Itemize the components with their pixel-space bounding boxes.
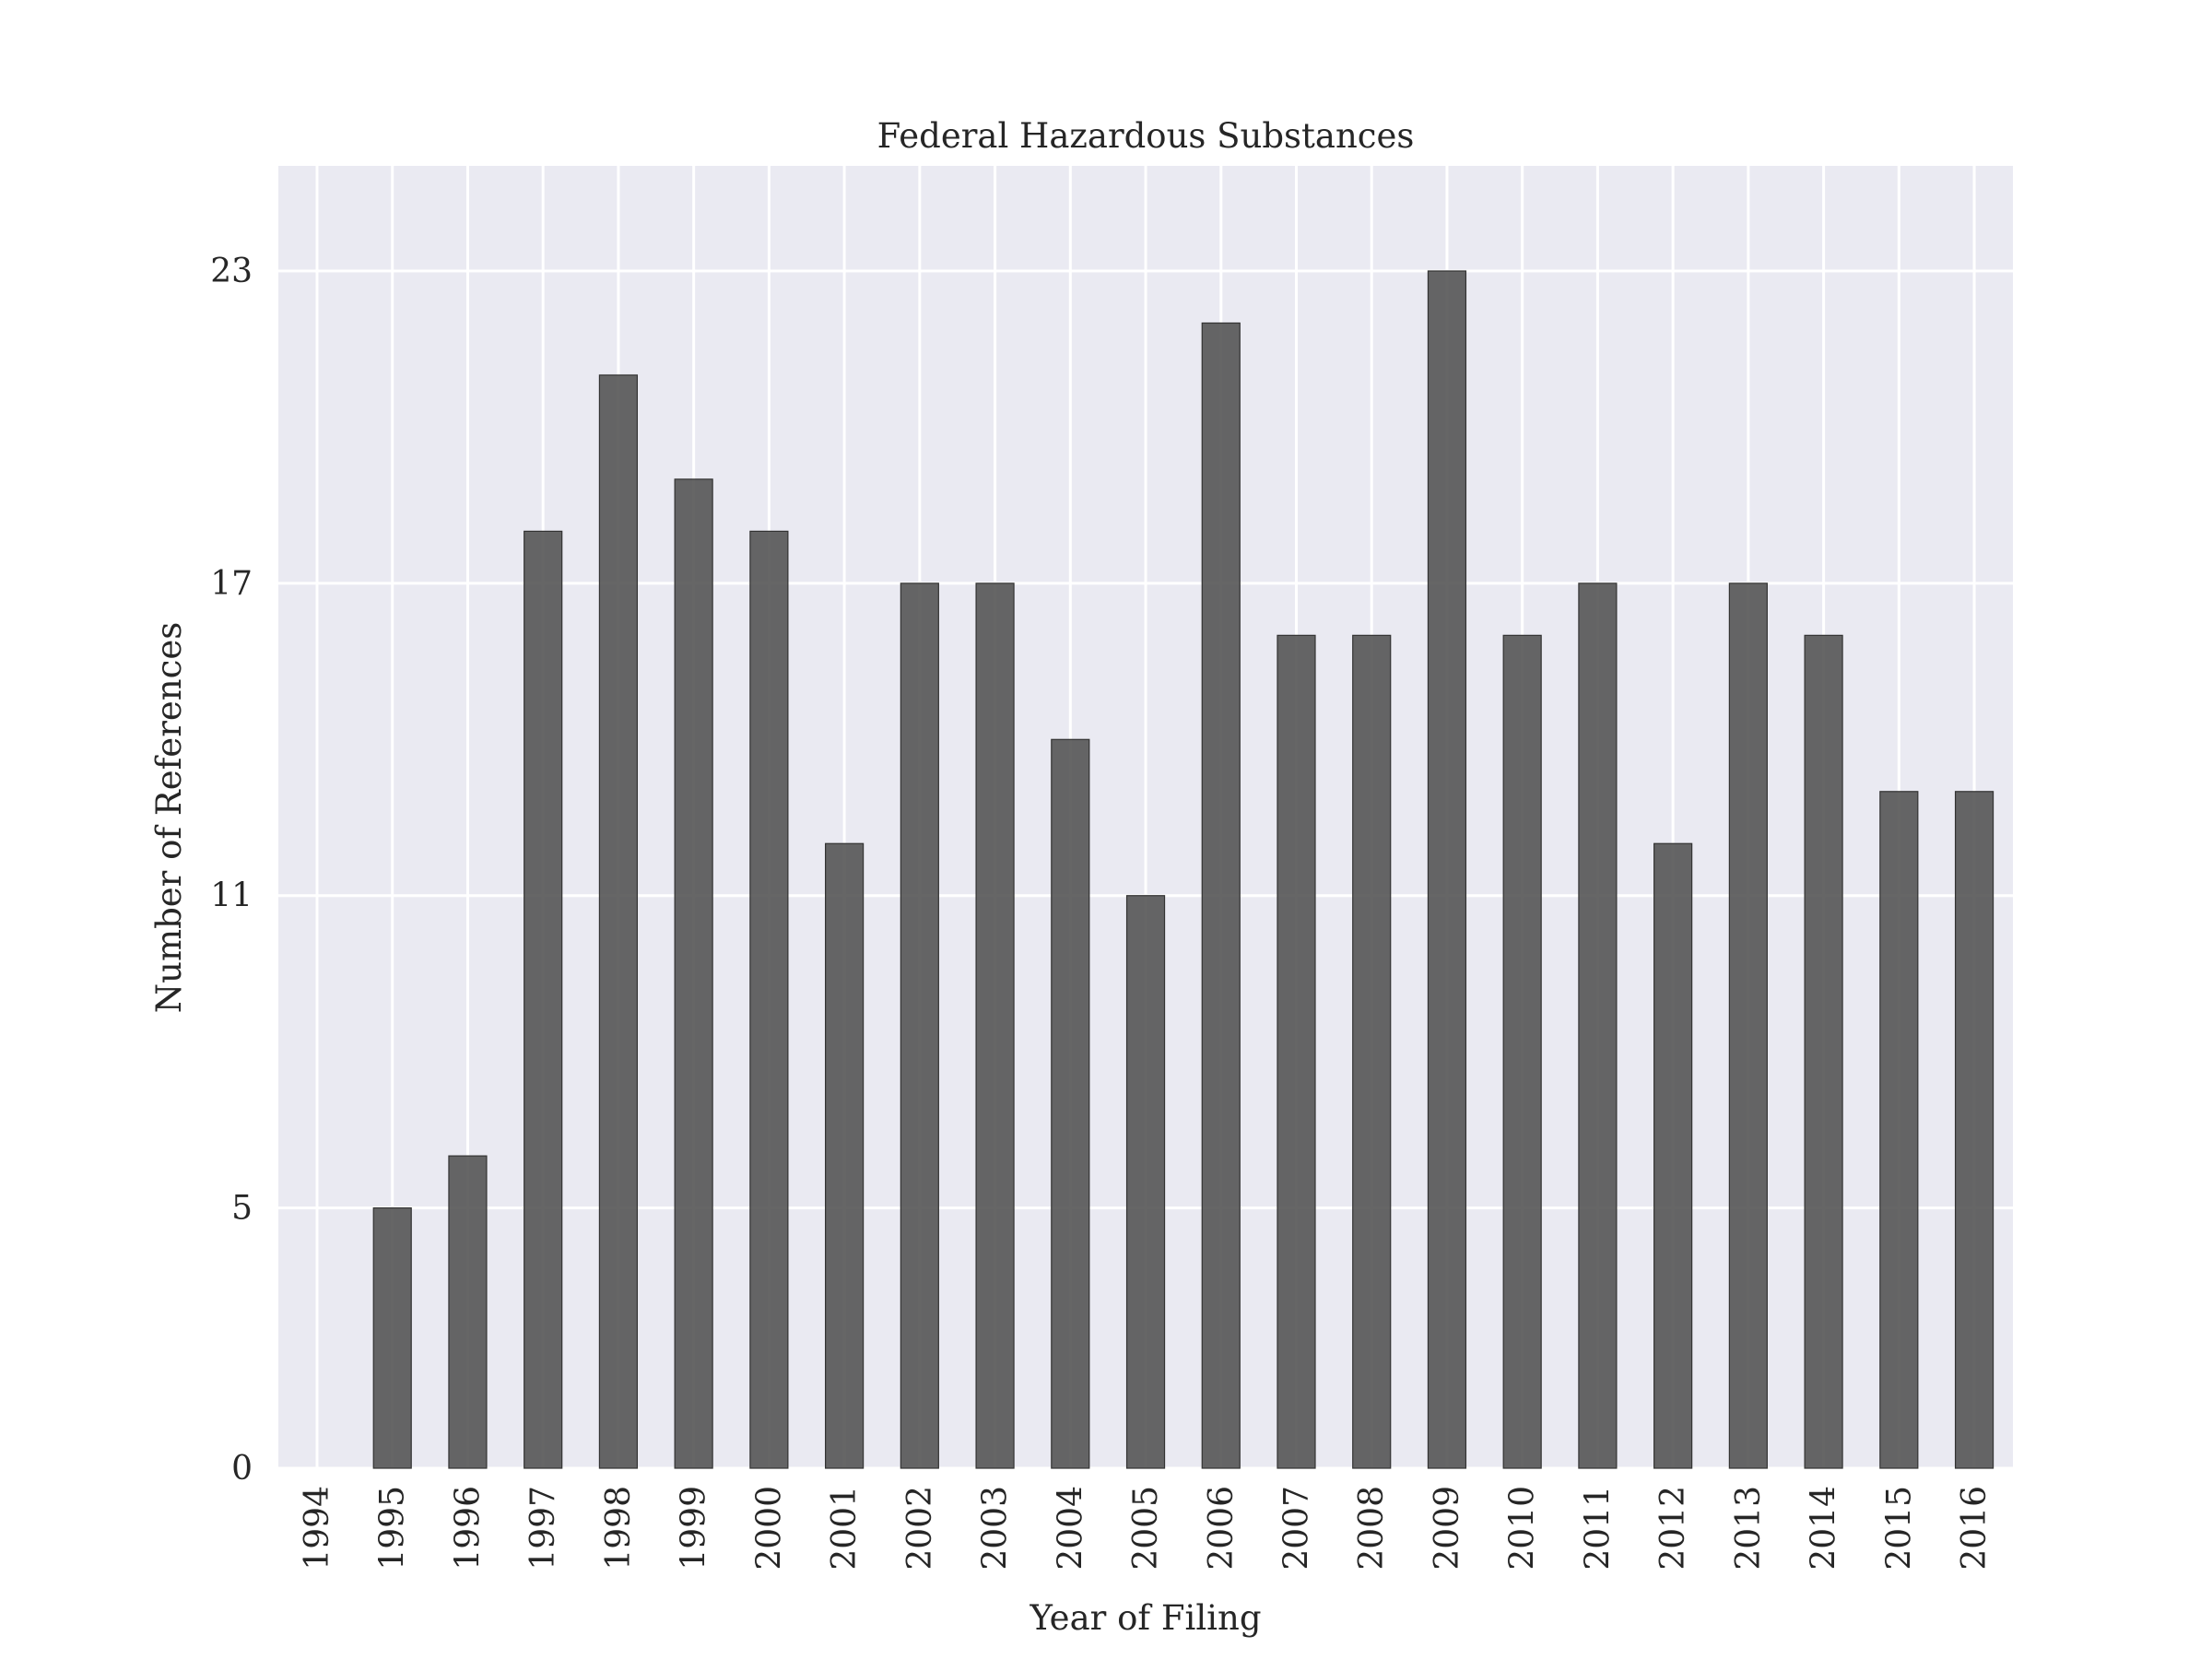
bar-2001 xyxy=(825,842,865,1469)
bar-2007 xyxy=(1277,634,1316,1469)
x-tick-label: 1999 xyxy=(676,1486,713,1571)
bar-2006 xyxy=(1201,322,1241,1469)
y-tick-label: 0 xyxy=(231,1450,253,1488)
x-tick-label: 1996 xyxy=(449,1486,487,1571)
x-tick-label: 2000 xyxy=(750,1486,788,1571)
y-tick-label: 17 xyxy=(210,565,253,603)
bar-2004 xyxy=(1051,738,1090,1469)
x-tick-label: 1997 xyxy=(524,1486,562,1571)
bars xyxy=(372,270,1994,1469)
bar-2013 xyxy=(1728,582,1768,1469)
bar-2016 xyxy=(1954,791,1994,1469)
x-tick-label: 2010 xyxy=(1504,1486,1542,1571)
y-tick-label: 23 xyxy=(210,253,253,290)
bar-2010 xyxy=(1502,634,1542,1469)
x-axis-label: Year of Filing xyxy=(1029,1598,1261,1638)
x-tick-label: 2005 xyxy=(1127,1486,1165,1571)
x-tick-label: 2002 xyxy=(901,1486,939,1571)
x-tick-label: 2001 xyxy=(826,1486,864,1571)
x-tick-label: 2014 xyxy=(1806,1486,1843,1571)
y-tick-label: 5 xyxy=(231,1190,253,1228)
bar-1998 xyxy=(598,374,639,1469)
bar-1997 xyxy=(524,530,563,1469)
bar-2014 xyxy=(1804,634,1843,1469)
y-tick-labels: 0 5 11 17 23 xyxy=(210,253,253,1488)
x-tick-label: 2012 xyxy=(1654,1486,1692,1571)
x-tick-label: 2016 xyxy=(1956,1486,1994,1571)
bar-2005 xyxy=(1125,895,1166,1469)
x-tick-label: 1994 xyxy=(299,1486,336,1571)
x-tick-label: 2003 xyxy=(977,1486,1015,1571)
x-tick-label: 2011 xyxy=(1579,1486,1617,1571)
y-tick-label: 11 xyxy=(210,877,253,915)
chart-title: Federal Hazardous Substances xyxy=(877,116,1415,156)
x-tick-labels: 1994 1995 1996 1997 1998 1999 2000 2001 2002 2003… xyxy=(299,1486,1994,1571)
bar-2000 xyxy=(749,530,789,1469)
x-tick-label: 2004 xyxy=(1052,1486,1089,1571)
bar-2015 xyxy=(1879,791,1919,1469)
x-tick-label: 1995 xyxy=(374,1486,412,1571)
x-tick-label: 2015 xyxy=(1880,1486,1918,1571)
x-tick-label: 2007 xyxy=(1277,1486,1315,1571)
bar-1999 xyxy=(674,478,713,1469)
bar-2012 xyxy=(1653,842,1693,1469)
x-tick-label: 2009 xyxy=(1429,1486,1466,1571)
y-axis-label: Number of References xyxy=(149,622,189,1013)
x-tick-label: 2013 xyxy=(1730,1486,1768,1571)
bar-1996 xyxy=(448,1155,488,1469)
bar-2003 xyxy=(975,582,1015,1469)
bar-2011 xyxy=(1578,582,1618,1469)
bar-2009 xyxy=(1427,270,1467,1469)
bar-2002 xyxy=(900,582,939,1469)
x-tick-label: 2008 xyxy=(1353,1486,1391,1571)
x-tick-label: 1998 xyxy=(600,1486,638,1571)
bar-1995 xyxy=(372,1207,412,1469)
bar-2008 xyxy=(1352,634,1392,1469)
x-tick-label: 2006 xyxy=(1203,1486,1241,1571)
